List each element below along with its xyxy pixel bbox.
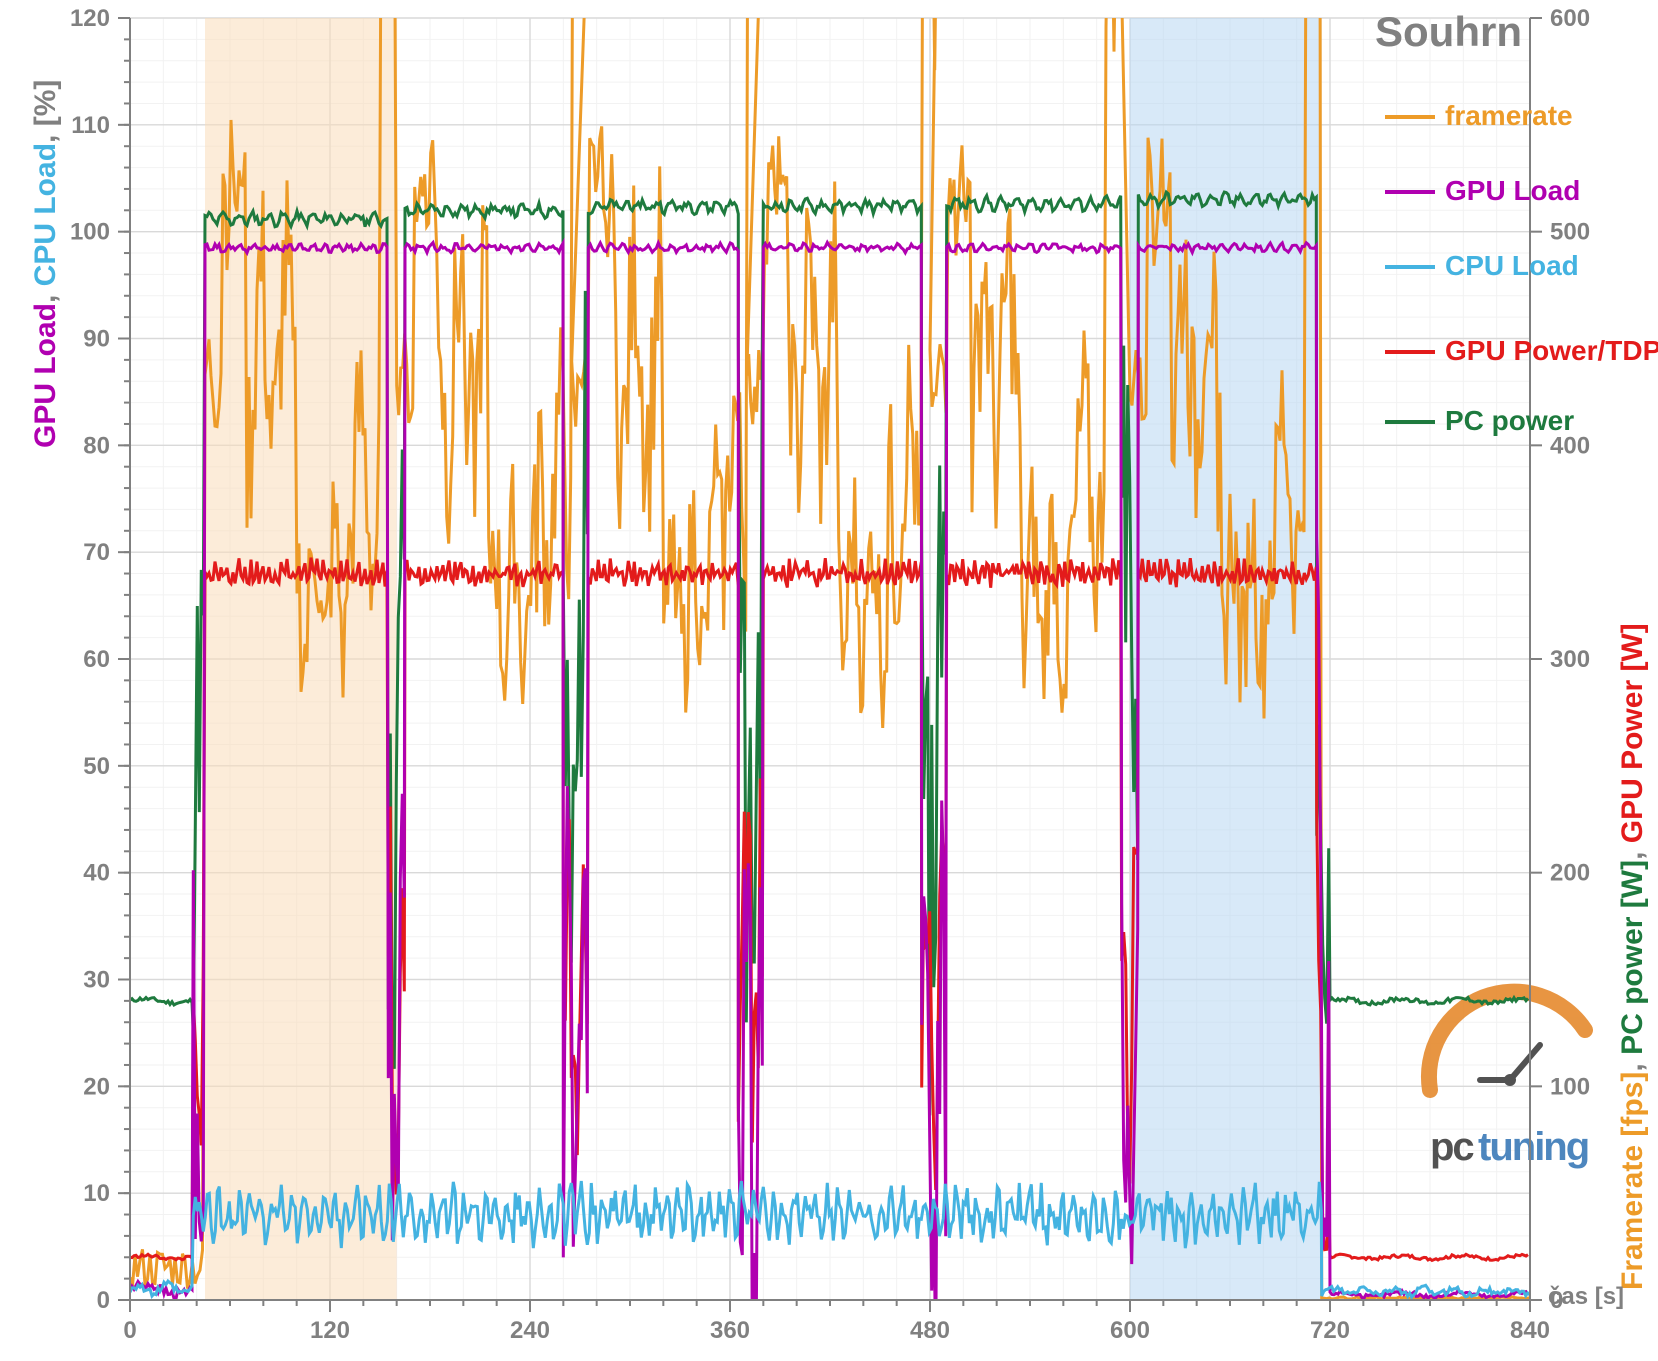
chart-root: pctuning 0 10 20 30 40 50 60 70 80 90 100 110 120 0 100…	[0, 0, 1658, 1361]
yleft-tick-label: 40	[83, 860, 110, 887]
yleft-tick-label: 20	[83, 1073, 110, 1100]
x-tick-label: 480	[910, 1317, 950, 1344]
legend-label: PC power	[1445, 405, 1574, 436]
x-tick-label: 720	[1310, 1317, 1350, 1344]
yright-tick-label: 300	[1550, 646, 1590, 673]
yleft-tick-label: 50	[83, 753, 110, 780]
yright-tick-label: 400	[1550, 432, 1590, 459]
x-tick-label: 240	[510, 1317, 550, 1344]
yaxis-left-title: GPU Load, CPU Load, [%]	[29, 80, 62, 448]
yright-tick-label: 200	[1550, 860, 1590, 887]
x-tick-label: 360	[710, 1317, 750, 1344]
yleft-tick-label: 100	[70, 219, 110, 246]
yleft-tick-label: 0	[97, 1287, 110, 1314]
yleft-tick-label: 60	[83, 646, 110, 673]
svg-text:pc: pc	[1430, 1125, 1474, 1169]
xaxis-title: čas [s]	[1548, 1283, 1624, 1310]
svg-text:GPU Load, CPU Load, [%]: GPU Load, CPU Load, [%]	[29, 80, 62, 448]
svg-text:tuning: tuning	[1478, 1125, 1588, 1169]
x-tick-label: 840	[1510, 1317, 1550, 1344]
legend-label: framerate	[1445, 100, 1573, 131]
legend-label: GPU Load	[1445, 175, 1580, 206]
x-tick-label: 600	[1110, 1317, 1150, 1344]
chart-title: Souhrn	[1375, 8, 1522, 55]
x-tick-label: 120	[310, 1317, 350, 1344]
yleft-tick-label: 30	[83, 967, 110, 994]
legend-label: CPU Load	[1445, 250, 1579, 281]
svg-text:Framerate [fps], PC power [W],: Framerate [fps], PC power [W], GPU Power…	[1616, 623, 1649, 1290]
yleft-tick-label: 70	[83, 539, 110, 566]
yleft-tick-label: 110	[71, 112, 110, 139]
yright-tick-label: 500	[1550, 219, 1590, 246]
yright-tick-label: 100	[1550, 1073, 1590, 1100]
chart-svg: pctuning 0 10 20 30 40 50 60 70 80 90 100 110 120 0 100…	[0, 0, 1658, 1361]
yleft-tick-label: 10	[83, 1180, 110, 1207]
yright-tick-label: 600	[1550, 5, 1590, 32]
yleft-tick-label: 90	[83, 326, 110, 353]
legend-label: GPU Power/TDP	[1445, 335, 1658, 366]
x-tick-label: 0	[123, 1317, 136, 1344]
yaxis-right-title: Framerate [fps], PC power [W], GPU Power…	[1616, 623, 1649, 1290]
yleft-tick-label: 80	[83, 432, 110, 459]
yleft-tick-label: 120	[70, 5, 110, 32]
